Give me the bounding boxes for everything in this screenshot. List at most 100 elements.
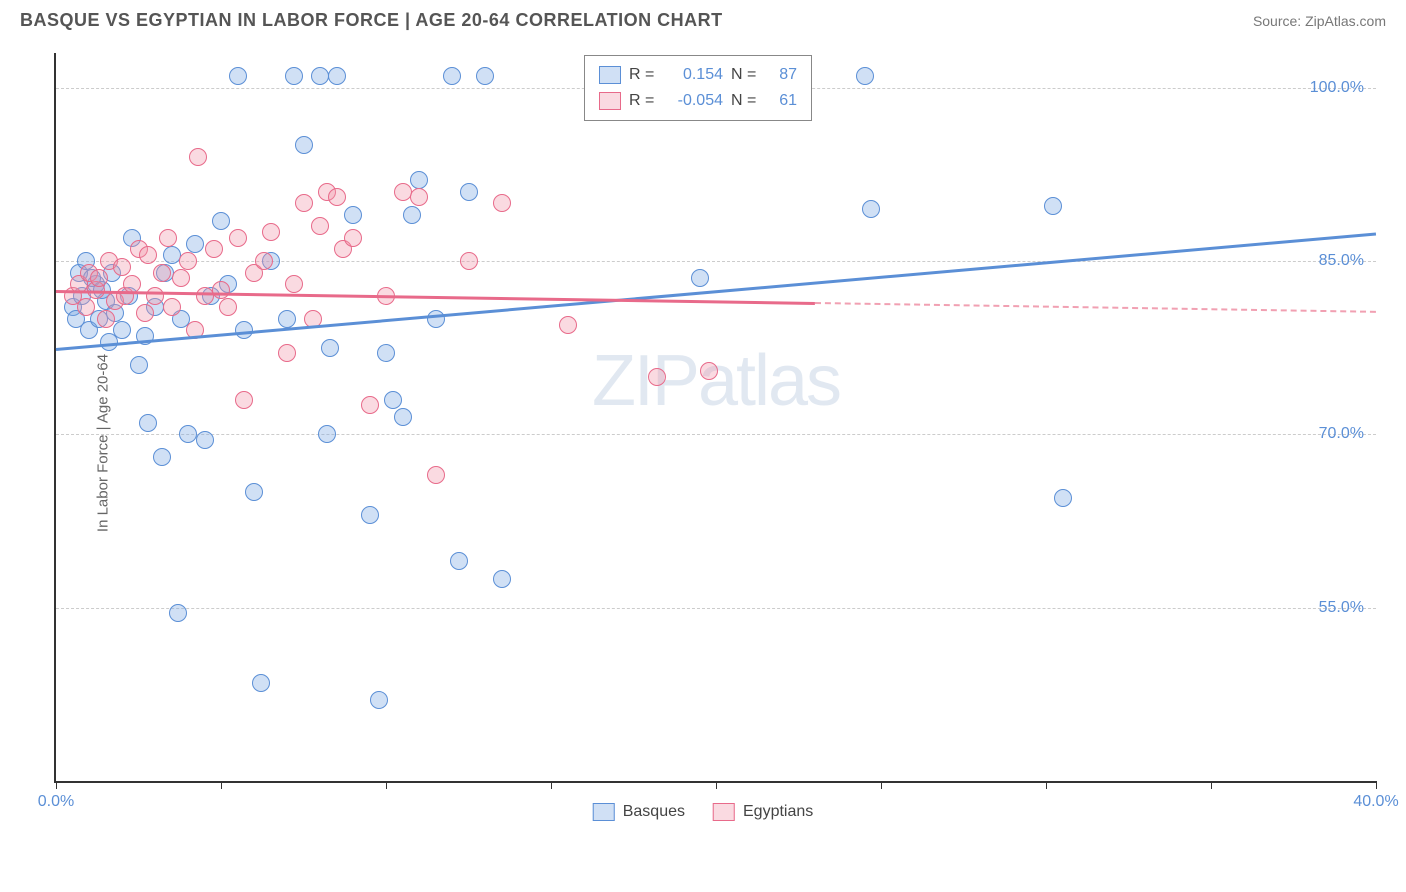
legend-label: Egyptians (743, 803, 813, 821)
scatter-point (163, 246, 181, 264)
scatter-point (493, 194, 511, 212)
chart-title: BASQUE VS EGYPTIAN IN LABOR FORCE | AGE … (20, 10, 723, 31)
scatter-point (172, 269, 190, 287)
x-tick (551, 781, 552, 789)
scatter-point (285, 67, 303, 85)
scatter-point (205, 240, 223, 258)
scatter-point (262, 223, 280, 241)
scatter-point (361, 506, 379, 524)
scatter-point (179, 252, 197, 270)
scatter-point (427, 466, 445, 484)
scatter-point (77, 298, 95, 316)
scatter-point (196, 431, 214, 449)
trend-line (56, 232, 1376, 351)
scatter-point (163, 298, 181, 316)
scatter-point (153, 264, 171, 282)
scatter-point (311, 67, 329, 85)
y-tick-label: 55.0% (1319, 599, 1364, 617)
y-tick-label: 100.0% (1310, 79, 1364, 97)
source-attribution: Source: ZipAtlas.com (1253, 13, 1386, 29)
x-tick (56, 781, 57, 789)
legend-label: Basques (623, 803, 685, 821)
scatter-point (139, 246, 157, 264)
scatter-point (245, 483, 263, 501)
scatter-point (344, 229, 362, 247)
legend-swatch (593, 803, 615, 821)
scatter-point (169, 604, 187, 622)
series-legend: Basques Egyptians (593, 803, 814, 821)
r-value: 0.154 (665, 62, 723, 88)
y-tick-label: 85.0% (1319, 252, 1364, 270)
scatter-point (235, 391, 253, 409)
scatter-point (476, 67, 494, 85)
plot-area: ZIPatlas 55.0%70.0%85.0%100.0%0.0%40.0%R… (54, 53, 1376, 783)
scatter-point (344, 206, 362, 224)
scatter-point (493, 570, 511, 588)
correlation-legend: R =0.154N =87R =-0.054N =61 (584, 55, 812, 121)
scatter-point (179, 425, 197, 443)
legend-stat-row: R =0.154N =87 (599, 62, 797, 88)
scatter-point (219, 298, 237, 316)
scatter-point (252, 674, 270, 692)
scatter-point (113, 321, 131, 339)
scatter-point (460, 183, 478, 201)
scatter-point (1054, 489, 1072, 507)
gridline (56, 608, 1376, 609)
scatter-point (384, 391, 402, 409)
scatter-point (377, 344, 395, 362)
scatter-point (113, 258, 131, 276)
scatter-point (856, 67, 874, 85)
x-tick (1376, 781, 1377, 789)
r-label: R = (629, 88, 657, 114)
scatter-point (186, 235, 204, 253)
scatter-point (212, 281, 230, 299)
r-value: -0.054 (665, 88, 723, 114)
legend-item: Egyptians (713, 803, 813, 821)
x-tick (221, 781, 222, 789)
scatter-point (153, 448, 171, 466)
scatter-point (285, 275, 303, 293)
scatter-point (295, 194, 313, 212)
scatter-point (90, 269, 108, 287)
n-value: 61 (767, 88, 797, 114)
legend-swatch (713, 803, 735, 821)
n-label: N = (731, 62, 759, 88)
scatter-point (146, 287, 164, 305)
x-tick-label: 0.0% (38, 793, 74, 811)
scatter-point (229, 67, 247, 85)
scatter-point (255, 252, 273, 270)
trend-line-extrapolated (815, 302, 1376, 313)
scatter-point (394, 408, 412, 426)
legend-item: Basques (593, 803, 685, 821)
scatter-point (450, 552, 468, 570)
scatter-point (229, 229, 247, 247)
scatter-point (159, 229, 177, 247)
scatter-point (1044, 197, 1062, 215)
scatter-point (318, 425, 336, 443)
x-tick (881, 781, 882, 789)
scatter-point (328, 188, 346, 206)
watermark: ZIPatlas (592, 340, 840, 422)
scatter-point (403, 206, 421, 224)
scatter-point (394, 183, 412, 201)
scatter-point (278, 344, 296, 362)
gridline (56, 434, 1376, 435)
scatter-point (321, 339, 339, 357)
scatter-point (361, 396, 379, 414)
n-value: 87 (767, 62, 797, 88)
legend-swatch (599, 92, 621, 110)
scatter-point (427, 310, 445, 328)
x-tick-label: 40.0% (1353, 793, 1398, 811)
scatter-point (410, 171, 428, 189)
scatter-point (862, 200, 880, 218)
scatter-point (311, 217, 329, 235)
scatter-point (139, 414, 157, 432)
scatter-point (196, 287, 214, 305)
scatter-point (136, 304, 154, 322)
x-tick (1046, 781, 1047, 789)
scatter-point (295, 136, 313, 154)
scatter-point (328, 67, 346, 85)
scatter-point (443, 67, 461, 85)
scatter-point (559, 316, 577, 334)
scatter-point (691, 269, 709, 287)
